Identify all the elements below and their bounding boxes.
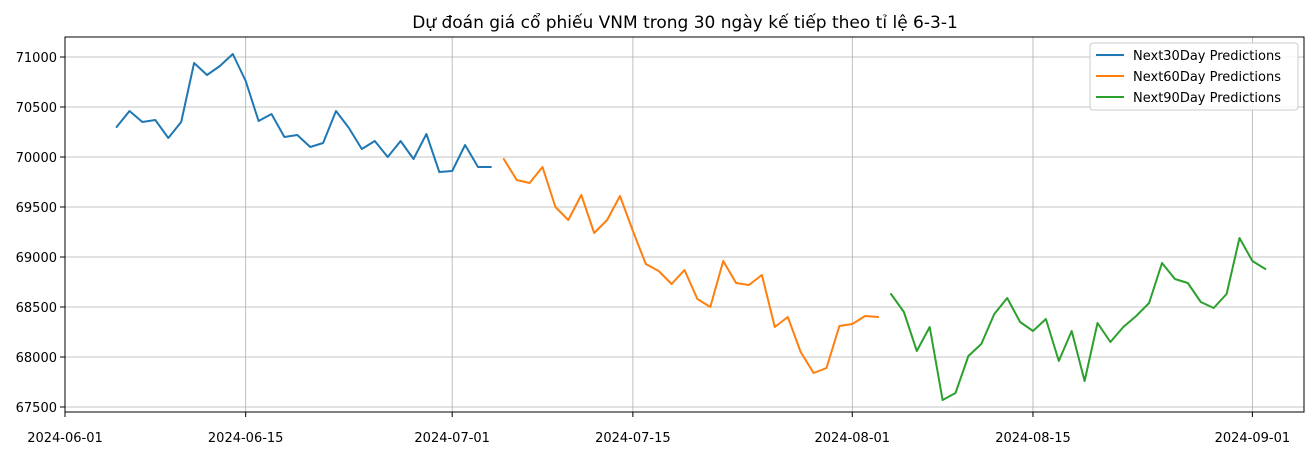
legend-label: Next30Day Predictions: [1133, 49, 1281, 64]
x-tick-label: 2024-06-15: [208, 431, 284, 446]
x-tick-label: 2024-08-15: [995, 431, 1071, 446]
legend-label: Next60Day Predictions: [1133, 70, 1281, 85]
y-tick-label: 69500: [16, 201, 57, 216]
x-tick-label: 2024-07-01: [414, 431, 490, 446]
x-tick-label: 2024-06-01: [27, 431, 103, 446]
y-tick-label: 70000: [16, 151, 57, 166]
x-tick-label: 2024-09-01: [1215, 431, 1291, 446]
legend: Next30Day Predictions Next60Day Predictio…: [1090, 43, 1298, 110]
y-tick-label: 68000: [16, 351, 57, 366]
chart-title: Dự đoán giá cổ phiếu VNM trong 30 ngày k…: [412, 12, 958, 33]
x-tick-label: 2024-07-15: [595, 431, 671, 446]
legend-label: Next90Day Predictions: [1133, 91, 1281, 106]
y-tick-label: 68500: [16, 301, 57, 316]
x-tick-label: 2024-08-01: [815, 431, 891, 446]
y-tick-label: 67500: [16, 401, 57, 416]
y-tick-label: 69000: [16, 251, 57, 266]
y-tick-label: 70500: [16, 101, 57, 116]
y-tick-label: 71000: [16, 51, 57, 66]
